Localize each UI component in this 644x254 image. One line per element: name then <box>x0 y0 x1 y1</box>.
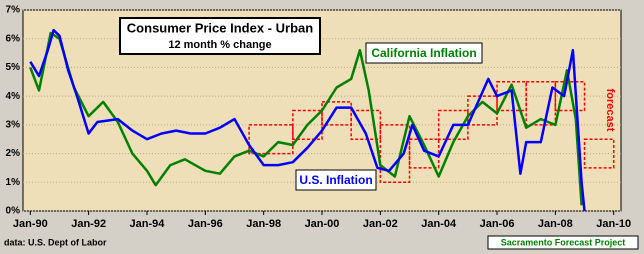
label-box <box>295 169 377 191</box>
title-box <box>119 17 321 55</box>
series-label: California Inflation <box>371 46 476 60</box>
x-tick-label: Jan-04 <box>421 218 457 230</box>
series-label: U.S. Inflation <box>299 173 372 187</box>
forecast-range <box>248 124 294 155</box>
x-tick-label: Jan-00 <box>305 218 340 230</box>
x-tick-label: Jan-96 <box>188 218 223 230</box>
y-tick-label: 5% <box>6 62 21 73</box>
x-tick-label: Jan-94 <box>130 218 166 230</box>
y-tick-label: 6% <box>6 33 21 44</box>
x-tick-label: Jan-08 <box>538 218 573 230</box>
y-tick-label: 1% <box>6 177 21 188</box>
y-tick-label: 2% <box>6 148 21 159</box>
label-box <box>365 42 483 64</box>
y-tick-label: 7% <box>6 5 21 16</box>
forecast-range <box>525 81 557 126</box>
forecast-range <box>350 109 382 140</box>
x-tick-label: Jan-02 <box>363 218 398 230</box>
credit-box <box>487 235 639 250</box>
chart-title: Consumer Price Index - Urban <box>127 20 313 35</box>
marks <box>29 28 615 212</box>
x-tick-label: Jan-92 <box>71 218 106 230</box>
forecast-range <box>583 138 615 169</box>
x-tick-label: Jan-98 <box>246 218 281 230</box>
series-line <box>29 28 586 212</box>
x-tick-label: Jan-10 <box>596 218 631 230</box>
source: data: U.S. Dept of Labor <box>4 237 107 247</box>
x-tick-label: Jan-06 <box>480 218 515 230</box>
forecast-label: forecast <box>604 89 616 132</box>
forecast-range <box>408 138 440 169</box>
x-tick-label: Jan-90 <box>13 218 48 230</box>
forecast-range <box>554 81 586 112</box>
chart-subtitle: 12 month % change <box>168 39 271 51</box>
forecast-range <box>437 109 469 140</box>
y-tick-label: 4% <box>6 91 21 102</box>
forecast-range <box>467 95 498 126</box>
y-tick-label: 0% <box>6 206 21 217</box>
y-tick-label: 3% <box>6 119 21 130</box>
credit: Sacramento Forecast Project <box>501 237 626 247</box>
forecast-range <box>292 109 323 140</box>
